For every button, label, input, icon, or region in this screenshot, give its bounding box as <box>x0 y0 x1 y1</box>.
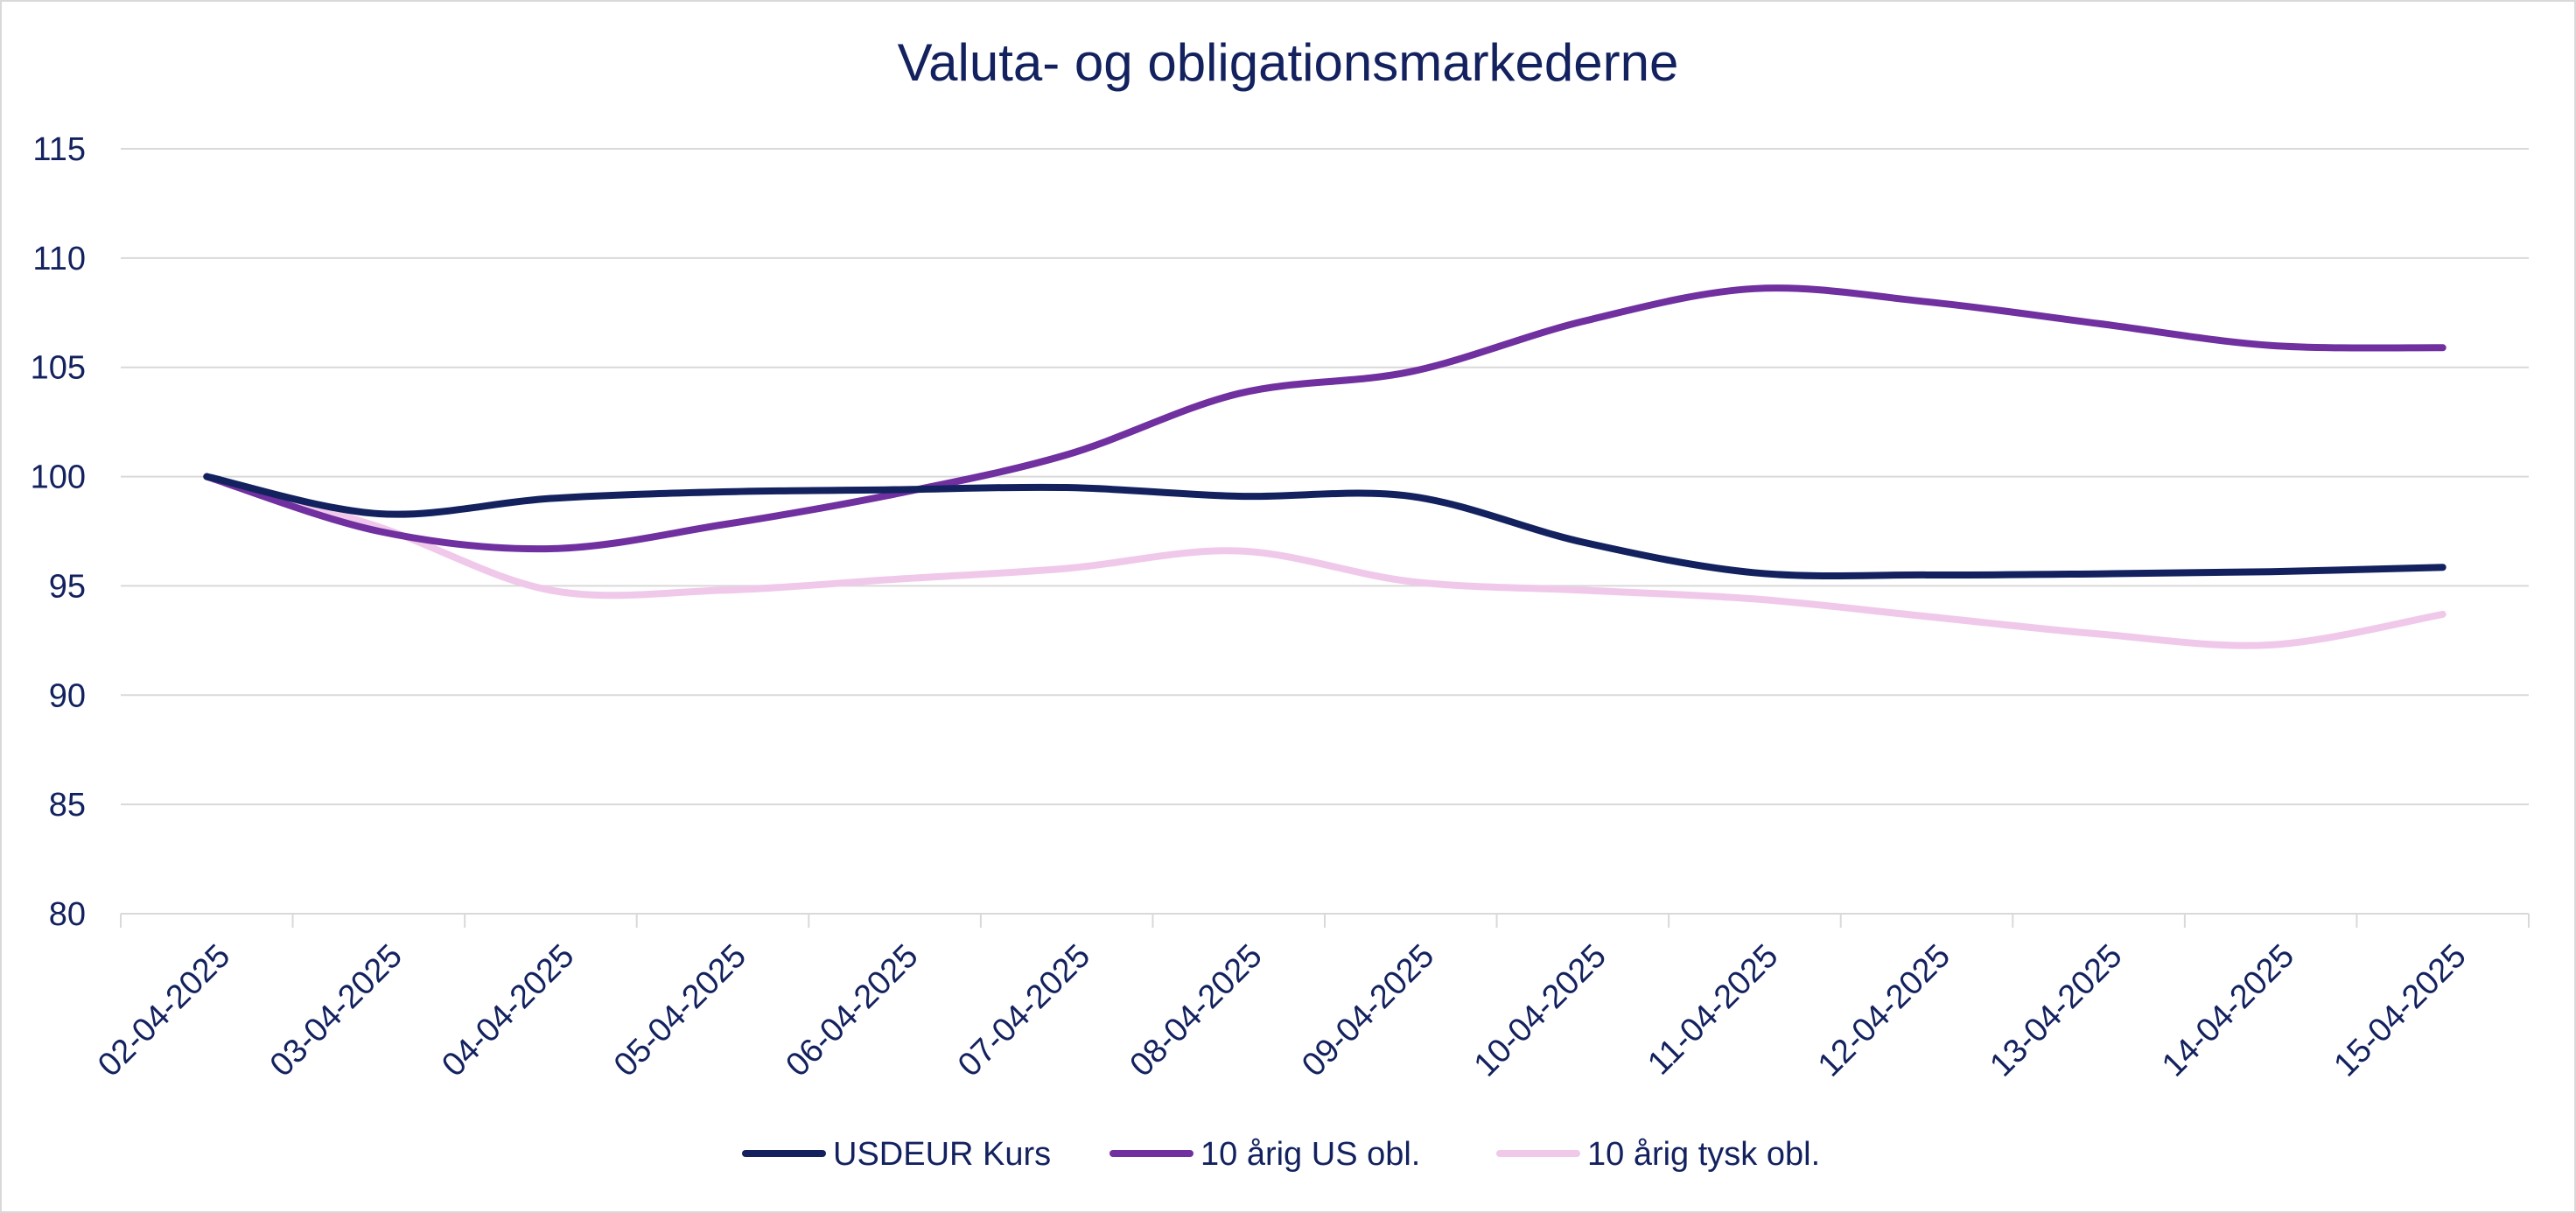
x-tick-label: 07-04-2025 <box>951 937 1097 1083</box>
x-tick-label: 14-04-2025 <box>2155 937 2301 1083</box>
legend-label: 10 årig US obl. <box>1200 1136 1420 1173</box>
x-tick-label: 04-04-2025 <box>435 937 581 1083</box>
y-tick-label: 100 <box>31 459 86 496</box>
y-tick-label: 95 <box>49 568 86 605</box>
legend-item-10-rig-us-obl[interactable]: 10 årig US obl. <box>1110 1136 1420 1173</box>
y-tick-label: 105 <box>31 350 86 387</box>
x-axis <box>120 914 2530 928</box>
x-tick-label: 08-04-2025 <box>1124 937 1270 1083</box>
series-line-10-rig-us-obl <box>203 284 2446 553</box>
series-lines <box>203 284 2446 649</box>
series-line-10-rig-tysk-obl <box>203 473 2446 649</box>
legend-item-10-rig-tysk-obl[interactable]: 10 årig tysk obl. <box>1496 1136 1820 1173</box>
y-tick-label: 85 <box>49 787 86 824</box>
x-tick-label: 15-04-2025 <box>2328 937 2474 1083</box>
gridlines <box>121 148 2529 915</box>
x-axis-tick-labels: 02-04-2025 03-04-2025 04-04-2025 05-04-2025… <box>91 937 2474 1083</box>
y-tick-label: 110 <box>32 241 86 277</box>
y-tick-label: 80 <box>49 896 86 933</box>
x-tick-label: 12-04-2025 <box>1811 937 1957 1083</box>
y-axis-tick-labels: 80 85 90 95 100 105 110 115 <box>31 131 86 933</box>
chart-title: Valuta- og obligationsmarkederne <box>898 33 1679 92</box>
legend-item-usdeur-kurs[interactable]: USDEUR Kurs <box>742 1136 1051 1173</box>
y-tick-label: 115 <box>32 131 86 168</box>
x-tick-label: 03-04-2025 <box>263 937 410 1083</box>
x-tick-label: 13-04-2025 <box>1983 937 2129 1083</box>
x-tick-label: 11-04-2025 <box>1641 937 1785 1082</box>
legend-label: USDEUR Kurs <box>833 1136 1051 1173</box>
y-tick-label: 90 <box>49 677 86 714</box>
x-tick-label: 09-04-2025 <box>1295 937 1441 1083</box>
x-tick-label: 10-04-2025 <box>1467 937 1614 1083</box>
series-line-usdeur-kurs <box>203 473 2446 579</box>
x-tick-label: 02-04-2025 <box>91 937 237 1083</box>
legend-label: 10 årig tysk obl. <box>1587 1136 1820 1173</box>
legend[interactable]: USDEUR Kurs 10 årig US obl. 10 årig tysk o… <box>742 1136 1820 1173</box>
x-tick-label: 05-04-2025 <box>607 937 753 1083</box>
x-tick-label: 06-04-2025 <box>779 937 925 1083</box>
